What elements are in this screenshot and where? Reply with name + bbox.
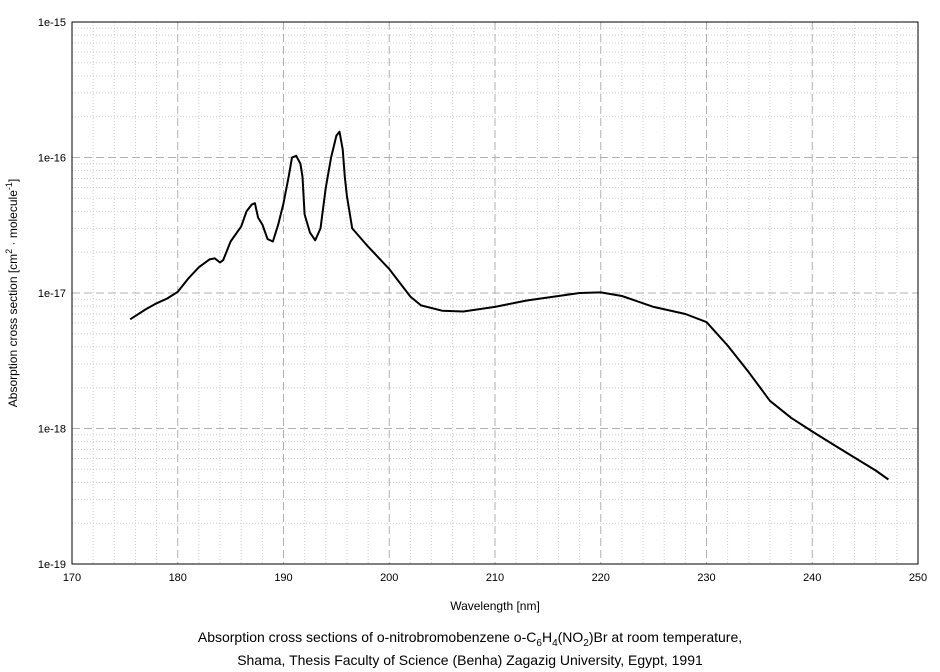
x-tick-label: 220 [592, 572, 610, 584]
caption-text: )Br at room temperature, [588, 629, 743, 645]
major-grid [72, 22, 918, 564]
caption-text: H [541, 629, 553, 645]
x-tick-label: 210 [486, 572, 504, 584]
y-axis-label-mid: · molecule [6, 190, 20, 249]
y-axis-ticks: 1e-15 1e-16 1e-17 1e-18 1e-19 [38, 17, 66, 571]
y-axis-label-main: Absorption cross section [cm [6, 254, 20, 407]
x-tick-label: 240 [803, 572, 821, 584]
caption-subscript: 2 [583, 637, 589, 649]
x-tick-label: 180 [169, 572, 187, 584]
caption-text: Absorption cross sections of o-nitrobrom… [197, 629, 537, 645]
x-tick-label: 230 [697, 572, 715, 584]
x-axis-ticks: 170 180 190 200 210 220 230 240 250 [63, 572, 927, 584]
y-tick-label: 1e-17 [38, 288, 66, 300]
y-tick-label: 1e-15 [38, 17, 66, 29]
caption-subscript: 4 [552, 637, 558, 649]
x-tick-label: 190 [274, 572, 292, 584]
y-tick-label: 1e-19 [38, 559, 66, 571]
caption-subscript: 6 [536, 637, 542, 649]
x-tick-label: 200 [380, 572, 398, 584]
y-axis-label-superscript-2: -1 [4, 182, 14, 190]
y-axis-label-end: ] [6, 179, 20, 182]
y-tick-label: 1e-16 [38, 153, 66, 165]
x-tick-label: 250 [909, 572, 927, 584]
y-tick-label: 1e-18 [38, 424, 66, 436]
absorption-chart: 170 180 190 200 210 220 230 240 250 1e-151e-161e… [4, 17, 927, 613]
y-axis-label: Absorption cross section [cm2 · molecule… [4, 179, 20, 407]
chart-caption-line-2: Shama, Thesis Faculty of Science (Benha)… [237, 652, 703, 668]
caption-text: (NO [557, 629, 584, 645]
plot-frame [71, 21, 919, 565]
series-line [129, 130, 889, 481]
chart-caption-line-1: Absorption cross sections of o-nitrobrom… [0, 629, 940, 649]
y-axis-label-superscript-1: 2 [4, 249, 14, 254]
x-axis-label: Wavelength [nm] [450, 599, 540, 613]
x-tick-label: 170 [63, 572, 81, 584]
